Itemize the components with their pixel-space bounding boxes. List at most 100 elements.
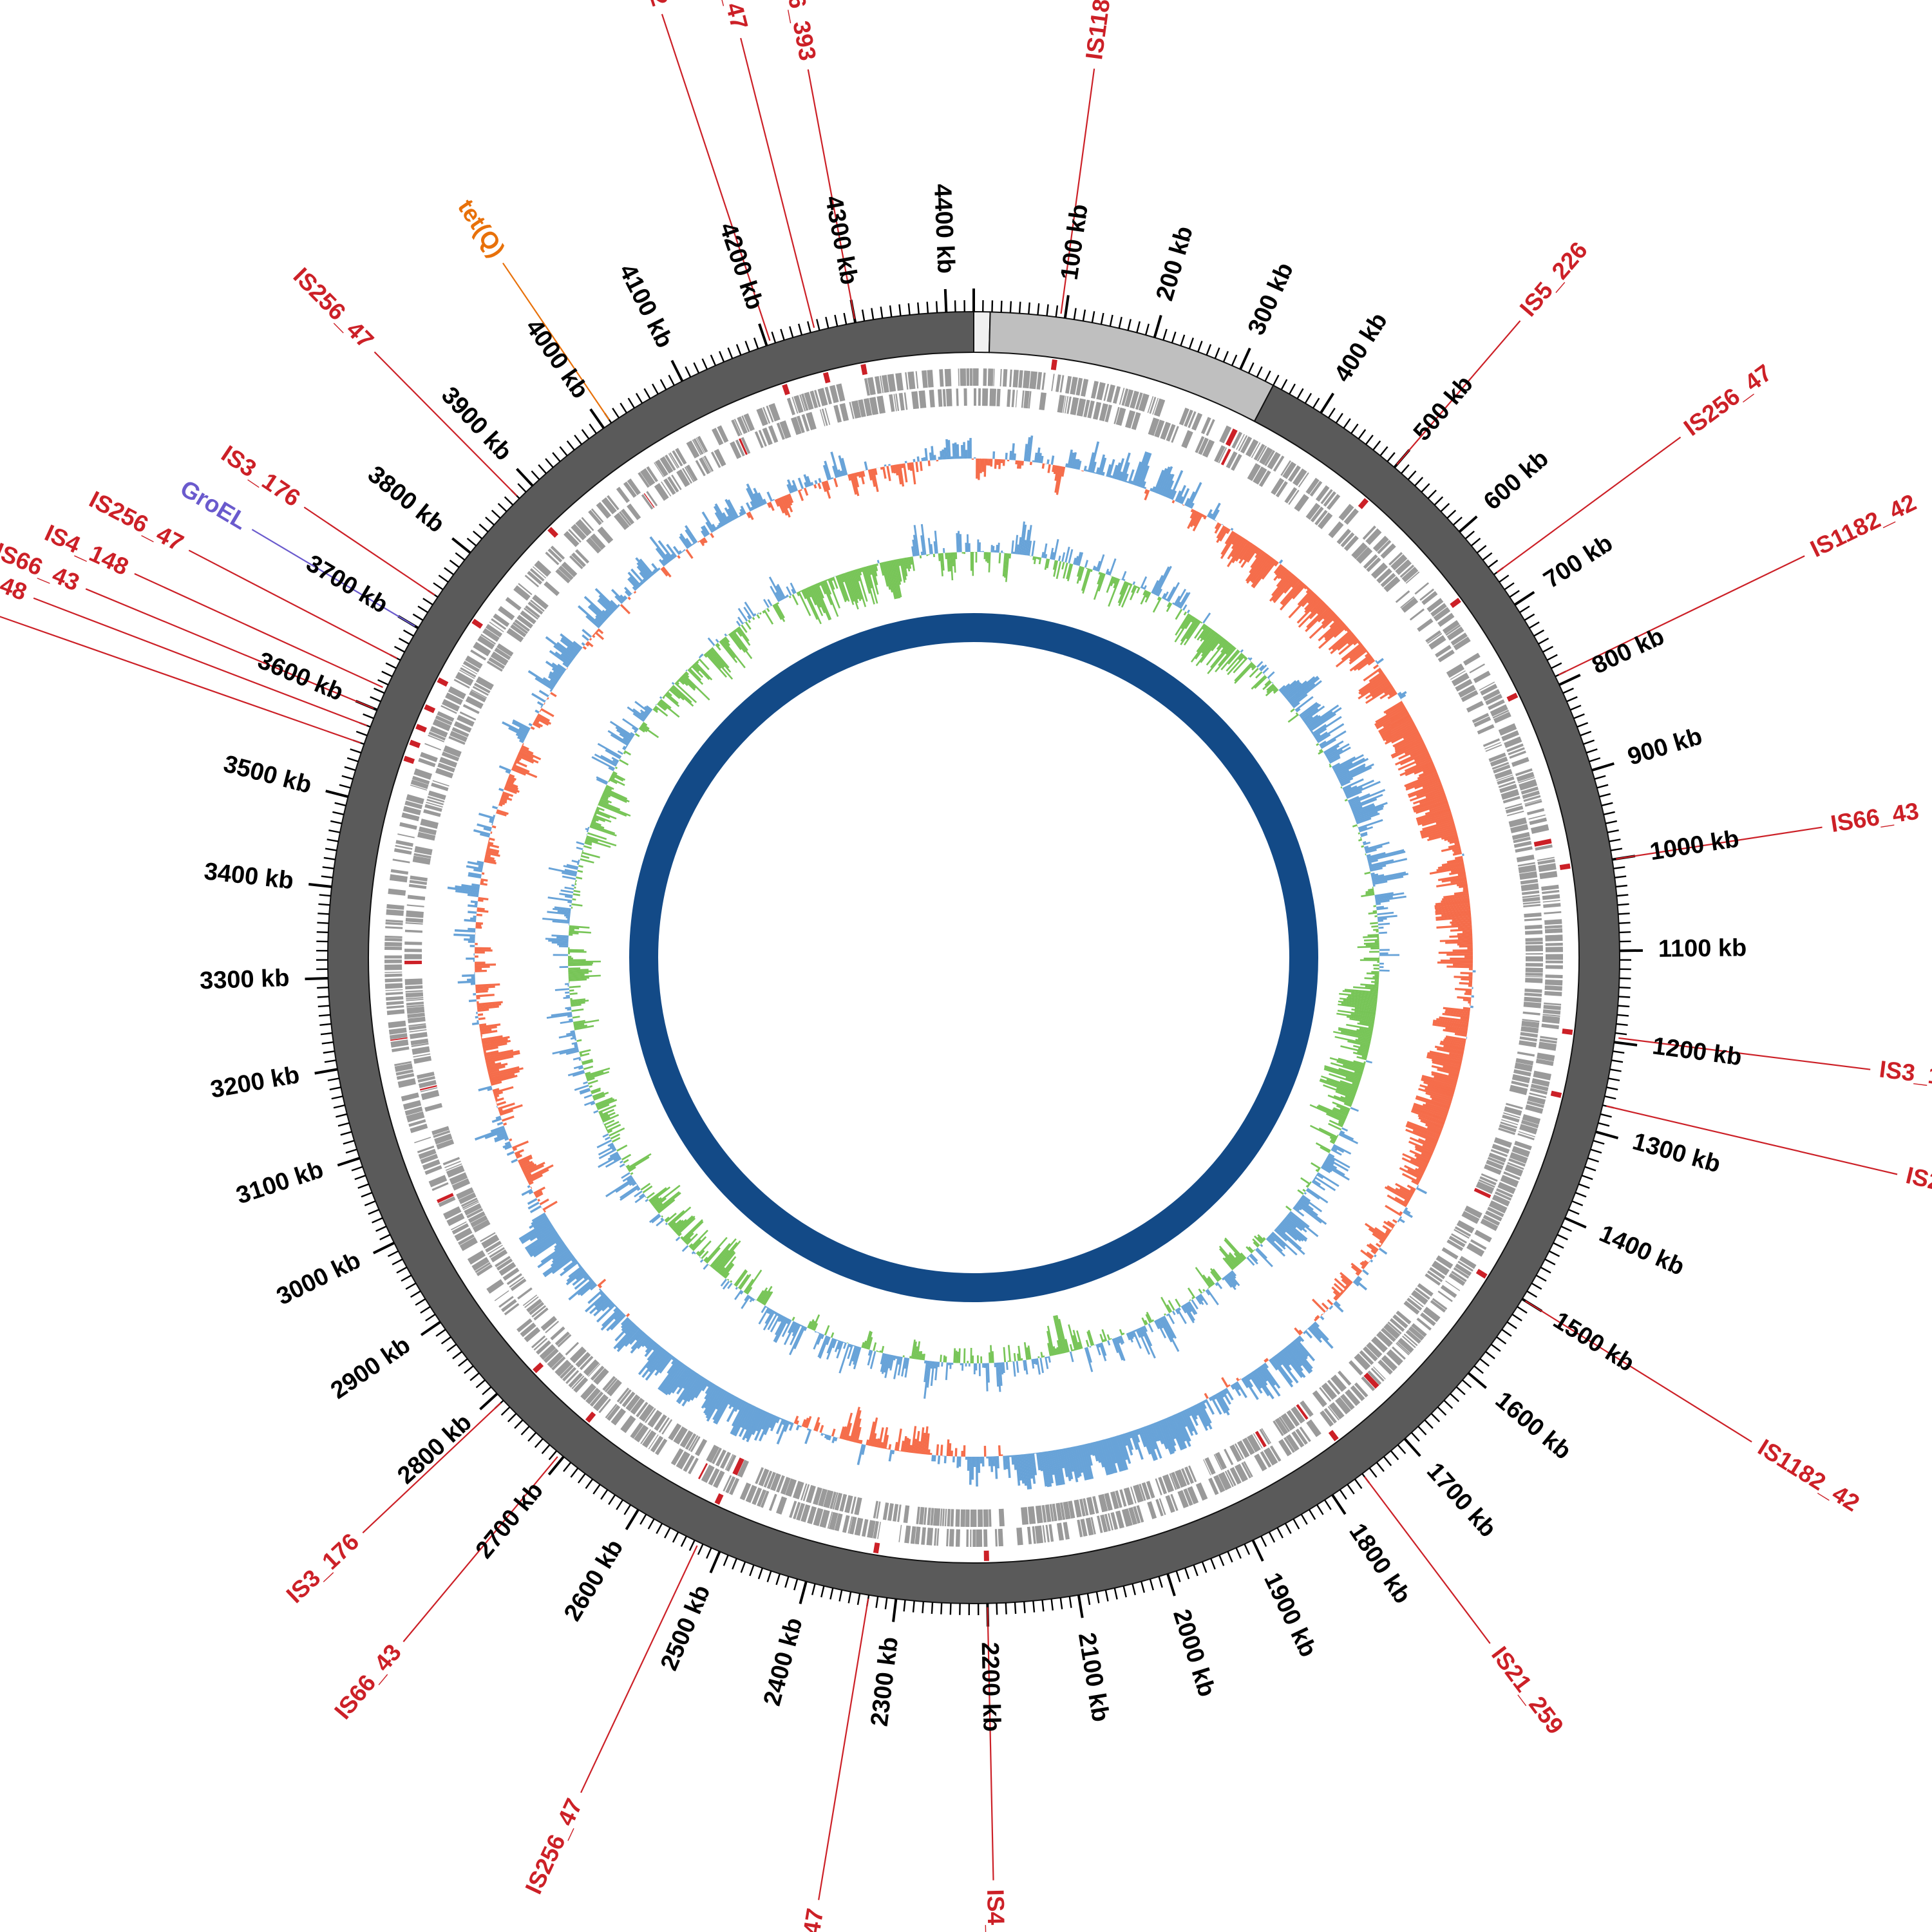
- plot-bar: [915, 461, 919, 473]
- plot-bar: [1433, 1019, 1469, 1027]
- cds-feature: [533, 1338, 548, 1351]
- plot-bar: [1005, 452, 1008, 460]
- plot-bar: [1274, 1229, 1287, 1242]
- plot-bar: [1083, 1348, 1084, 1349]
- plot-bar: [1184, 498, 1190, 506]
- plot-bar: [1443, 893, 1469, 899]
- cds-feature: [1155, 1499, 1164, 1517]
- ruler-minor-tick: [1616, 894, 1629, 897]
- backbone-segment-0: [973, 310, 991, 354]
- ruler-minor-tick: [749, 1564, 755, 1577]
- plot-bar: [1364, 871, 1371, 875]
- plot-bar: [1318, 1104, 1347, 1119]
- plot-bar: [1069, 452, 1075, 469]
- cds-feature: [457, 714, 475, 727]
- cds-feature: [1056, 1502, 1063, 1521]
- plot-bar: [1003, 1347, 1007, 1363]
- plot-bar: [1250, 1253, 1258, 1262]
- ruler-minor-tick: [1613, 1050, 1625, 1054]
- plot-bar: [1304, 595, 1319, 611]
- plot-bar: [1076, 551, 1082, 566]
- plot-bar: [701, 538, 706, 544]
- cds-feature: [1198, 437, 1209, 455]
- ruler-minor-tick: [1583, 739, 1595, 745]
- plot-bar: [853, 472, 860, 488]
- cds-feature: [1110, 1491, 1119, 1510]
- cds-feature: [1509, 1084, 1528, 1095]
- cds-feature: [1524, 799, 1542, 805]
- plot-bar: [1368, 1227, 1387, 1241]
- plot-bar: [813, 1323, 819, 1331]
- plot-bar: [1243, 544, 1256, 561]
- plot-bar: [1371, 874, 1385, 878]
- cds-feature: [1125, 410, 1136, 429]
- plot-bar: [1141, 1326, 1153, 1347]
- plot-bar: [791, 594, 799, 605]
- cds-feature: [470, 649, 487, 661]
- plot-bar: [1186, 1302, 1196, 1316]
- plot-bar: [1358, 819, 1383, 829]
- plot-bar: [880, 1353, 886, 1372]
- plot-bar: [1268, 678, 1271, 680]
- plot-bar: [1460, 972, 1473, 975]
- plot-bar: [1202, 628, 1213, 641]
- ruler-minor-tick: [1452, 516, 1463, 526]
- plot-bar: [1340, 786, 1343, 789]
- annotation-leader-line: [1616, 826, 1823, 860]
- plot-bar: [1016, 544, 1019, 554]
- cds-feature: [819, 1510, 830, 1528]
- cds-feature: [1458, 685, 1476, 698]
- plot-bar: [553, 645, 574, 661]
- plot-bar: [521, 1162, 535, 1170]
- plot-bar: [497, 1121, 504, 1126]
- is-position-marker: [1562, 1028, 1573, 1035]
- plot-bar: [1374, 892, 1394, 897]
- plot-bar: [879, 1350, 882, 1353]
- ruler-minor-tick: [727, 347, 734, 359]
- plot-bar: [1072, 1335, 1078, 1350]
- is-feature: [1296, 1404, 1309, 1420]
- plot-bar: [1260, 664, 1267, 672]
- plot-bar: [1278, 559, 1283, 564]
- plot-bar: [741, 1405, 754, 1428]
- cds-feature: [1543, 903, 1561, 908]
- plot-bar: [641, 723, 650, 730]
- plot-bar: [832, 1339, 837, 1349]
- plot-bar: [1245, 553, 1267, 582]
- plot-bar: [1140, 1327, 1156, 1359]
- cds-feature: [420, 819, 439, 829]
- cds-feature: [1321, 1382, 1338, 1400]
- plot-bar: [683, 672, 690, 678]
- cds-feature: [762, 406, 771, 424]
- cds-feature: [418, 1079, 437, 1088]
- plot-bar: [1296, 1336, 1302, 1343]
- plot-bar: [1036, 447, 1041, 463]
- ruler-major-tick: [337, 1157, 361, 1167]
- plot-bar: [804, 1327, 808, 1331]
- plot-bar: [1266, 685, 1276, 694]
- plot-bar: [555, 1238, 563, 1245]
- plot-bar: [1454, 891, 1469, 895]
- plot-bar: [623, 737, 630, 743]
- cds-feature: [1340, 1394, 1355, 1410]
- plot-bar: [1311, 1180, 1326, 1191]
- plot-bar: [929, 1452, 933, 1455]
- cds-feature: [488, 657, 506, 670]
- plot-bar: [772, 498, 775, 501]
- plot-bar: [1103, 1439, 1115, 1474]
- cds-feature: [384, 973, 402, 978]
- plot-bar: [1379, 969, 1390, 972]
- cds-feature: [470, 1215, 488, 1227]
- plot-bar: [560, 633, 582, 651]
- cds-feature: [1423, 1307, 1441, 1323]
- plot-bar: [1340, 777, 1354, 785]
- cds-feature: [465, 696, 484, 709]
- cds-feature: [800, 1504, 811, 1522]
- cds-feature: [719, 1452, 732, 1469]
- plot-bar: [479, 1023, 501, 1029]
- plot-bar: [602, 1133, 609, 1138]
- plot-bar: [1110, 1338, 1112, 1340]
- cds-feature: [573, 1377, 589, 1393]
- plot-bar: [570, 1030, 575, 1033]
- plot-bar: [1425, 1102, 1450, 1112]
